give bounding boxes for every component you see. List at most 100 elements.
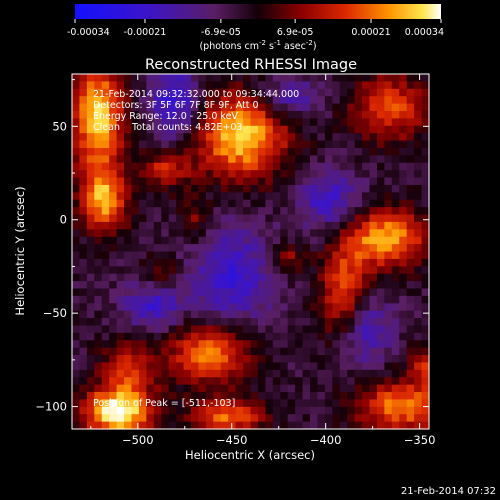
heatmap-cell xyxy=(391,207,400,216)
heatmap-cell xyxy=(250,207,259,216)
heatmap-cell xyxy=(354,340,363,349)
heatmap-cell xyxy=(384,147,393,156)
heatmap-cell xyxy=(94,140,103,149)
heatmap-cell xyxy=(272,421,281,430)
heatmap-cell xyxy=(354,281,363,290)
heatmap-cell xyxy=(243,207,252,216)
heatmap-cell xyxy=(153,192,162,201)
heatmap-cell xyxy=(235,236,244,245)
heatmap-cell xyxy=(109,392,118,401)
heatmap-cell xyxy=(183,266,192,275)
heatmap-cell xyxy=(109,369,118,378)
heatmap-cell xyxy=(176,273,185,282)
heatmap-cell xyxy=(332,229,341,238)
heatmap-cell xyxy=(146,332,155,341)
heatmap-cell xyxy=(287,199,296,208)
heatmap-cell xyxy=(399,303,408,312)
heatmap-cell xyxy=(72,96,81,105)
heatmap-cell xyxy=(250,288,259,297)
heatmap-cell xyxy=(109,303,118,312)
heatmap-cell xyxy=(146,155,155,164)
heatmap-cell xyxy=(354,318,363,327)
heatmap-cell xyxy=(79,244,88,253)
heatmap-cell xyxy=(228,177,237,186)
heatmap-cell xyxy=(86,295,95,304)
heatmap-cell xyxy=(94,347,103,356)
heatmap-cell xyxy=(324,88,333,97)
heatmap-cell xyxy=(109,318,118,327)
heatmap-cell xyxy=(406,421,415,430)
heatmap-cell xyxy=(220,362,229,371)
heatmap-cell xyxy=(391,258,400,267)
heatmap-cell xyxy=(228,414,237,423)
heatmap-cell xyxy=(347,295,356,304)
heatmap-cell xyxy=(280,118,289,127)
heatmap-cell xyxy=(101,88,110,97)
heatmap-cell xyxy=(191,88,200,97)
heatmap-cell xyxy=(272,236,281,245)
heatmap-cell xyxy=(101,355,110,364)
heatmap-cell xyxy=(116,273,125,282)
heatmap-cell xyxy=(376,355,385,364)
heatmap-cell xyxy=(250,229,259,238)
heatmap-cell xyxy=(72,258,81,267)
heatmap-cell xyxy=(86,88,95,97)
heatmap-cell xyxy=(280,347,289,356)
heatmap-cell xyxy=(168,221,177,230)
heatmap-cell xyxy=(347,310,356,319)
heatmap-cell xyxy=(310,118,319,127)
heatmap-cell xyxy=(161,258,170,267)
heatmap-cell xyxy=(317,244,326,253)
heatmap-cell xyxy=(287,369,296,378)
heatmap-cell xyxy=(138,399,147,408)
heatmap-cell xyxy=(391,244,400,253)
heatmap-cell xyxy=(101,392,110,401)
heatmap-cell xyxy=(94,288,103,297)
heatmap-cell xyxy=(265,406,274,415)
heatmap-cell xyxy=(153,421,162,430)
heatmap-cell xyxy=(399,406,408,415)
heatmap-cell xyxy=(250,281,259,290)
heatmap-cell xyxy=(339,392,348,401)
heatmap-cell xyxy=(302,81,311,90)
heatmap-cell xyxy=(384,184,393,193)
heatmap-cell xyxy=(339,118,348,127)
heatmap-cell xyxy=(414,81,423,90)
heatmap-cell xyxy=(391,236,400,245)
heatmap-cell xyxy=(339,340,348,349)
heatmap-cell xyxy=(302,355,311,364)
heatmap-cell xyxy=(138,355,147,364)
heatmap-cell xyxy=(205,266,214,275)
heatmap-cell xyxy=(257,103,266,112)
heatmap-cell xyxy=(243,303,252,312)
heatmap-cell xyxy=(369,162,378,171)
heatmap-cell xyxy=(220,184,229,193)
heatmap-cell xyxy=(339,288,348,297)
heatmap-cell xyxy=(138,384,147,393)
annotation-energy: Energy Range: 12.0 - 25.0 keV xyxy=(93,111,238,122)
heatmap-cell xyxy=(317,377,326,386)
heatmap-cell xyxy=(265,103,274,112)
heatmap-cell xyxy=(265,81,274,90)
heatmap-cell xyxy=(362,281,371,290)
heatmap-cell xyxy=(168,192,177,201)
heatmap-cell xyxy=(86,192,95,201)
heatmap-cell xyxy=(369,399,378,408)
heatmap-cell xyxy=(131,421,140,430)
heatmap-cell xyxy=(198,81,207,90)
heatmap-cell xyxy=(161,399,170,408)
heatmap-cell xyxy=(406,258,415,267)
heatmap-cell xyxy=(235,347,244,356)
heatmap-cell xyxy=(265,221,274,230)
heatmap-cell xyxy=(153,96,162,105)
heatmap-cell xyxy=(213,273,222,282)
heatmap-cell xyxy=(295,421,304,430)
heatmap-cell xyxy=(146,347,155,356)
heatmap-cell xyxy=(265,295,274,304)
heatmap-cell xyxy=(257,184,266,193)
heatmap-cell xyxy=(362,170,371,179)
heatmap-cell xyxy=(131,221,140,230)
heatmap-cell xyxy=(332,236,341,245)
heatmap-cell xyxy=(131,236,140,245)
heatmap-cell xyxy=(72,318,81,327)
